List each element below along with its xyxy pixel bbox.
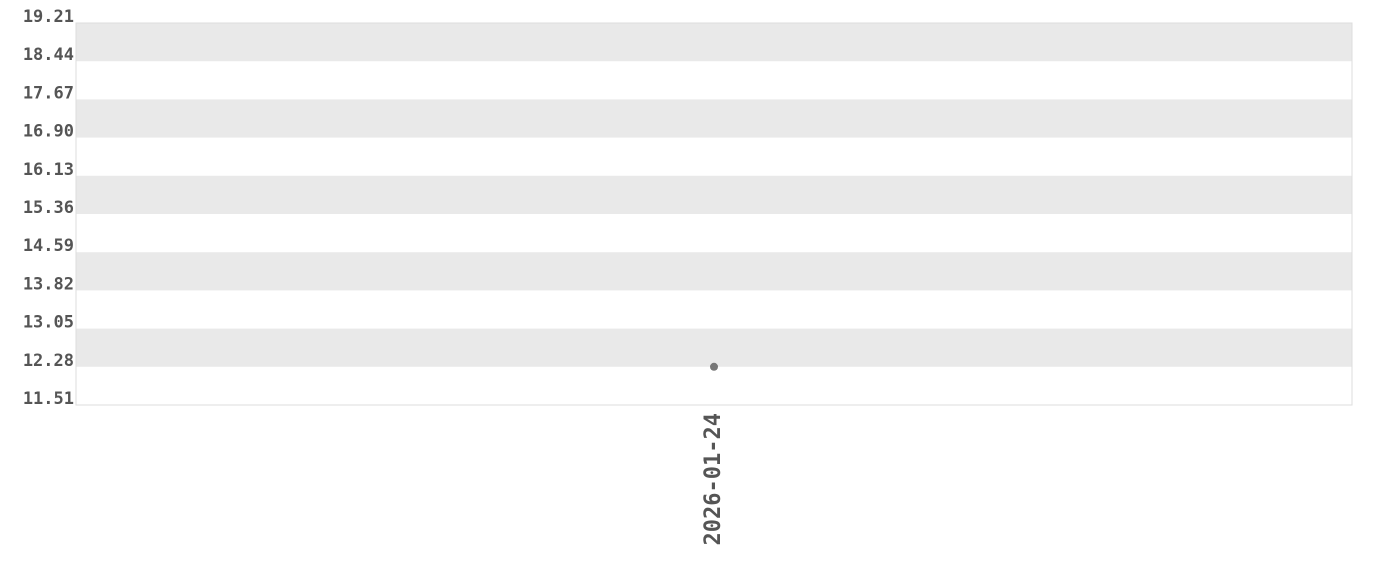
y-tick-label: 13.05 xyxy=(23,313,74,333)
grid-band xyxy=(76,328,1352,367)
plot-border xyxy=(75,22,1353,406)
x-axis: 2026-01-24 xyxy=(701,413,726,545)
grid-band xyxy=(76,23,1352,62)
y-tick-label: 16.90 xyxy=(23,122,74,142)
y-tick-label: 12.28 xyxy=(23,351,74,371)
grid-band xyxy=(76,99,1352,138)
y-tick-label: 19.21 xyxy=(23,7,74,27)
data-point xyxy=(710,362,718,371)
y-axis: 11.51 12.28 13.05 13.82 14.59 15.36 16.13 16.90… xyxy=(23,7,74,409)
y-tick-label: 16.13 xyxy=(23,160,74,180)
data-points xyxy=(710,362,718,371)
y-tick-label: 11.51 xyxy=(23,389,74,409)
y-tick-label: 17.67 xyxy=(23,83,74,103)
y-tick-label: 15.36 xyxy=(23,198,74,218)
grid-band xyxy=(76,252,1352,291)
y-tick-label: 14.59 xyxy=(23,236,74,256)
y-tick-label: 18.44 xyxy=(23,45,74,65)
grid-band xyxy=(76,175,1352,214)
grid-bands xyxy=(76,23,1352,367)
x-tick-label: 2026-01-24 xyxy=(701,413,726,545)
y-tick-label: 13.82 xyxy=(23,274,74,294)
